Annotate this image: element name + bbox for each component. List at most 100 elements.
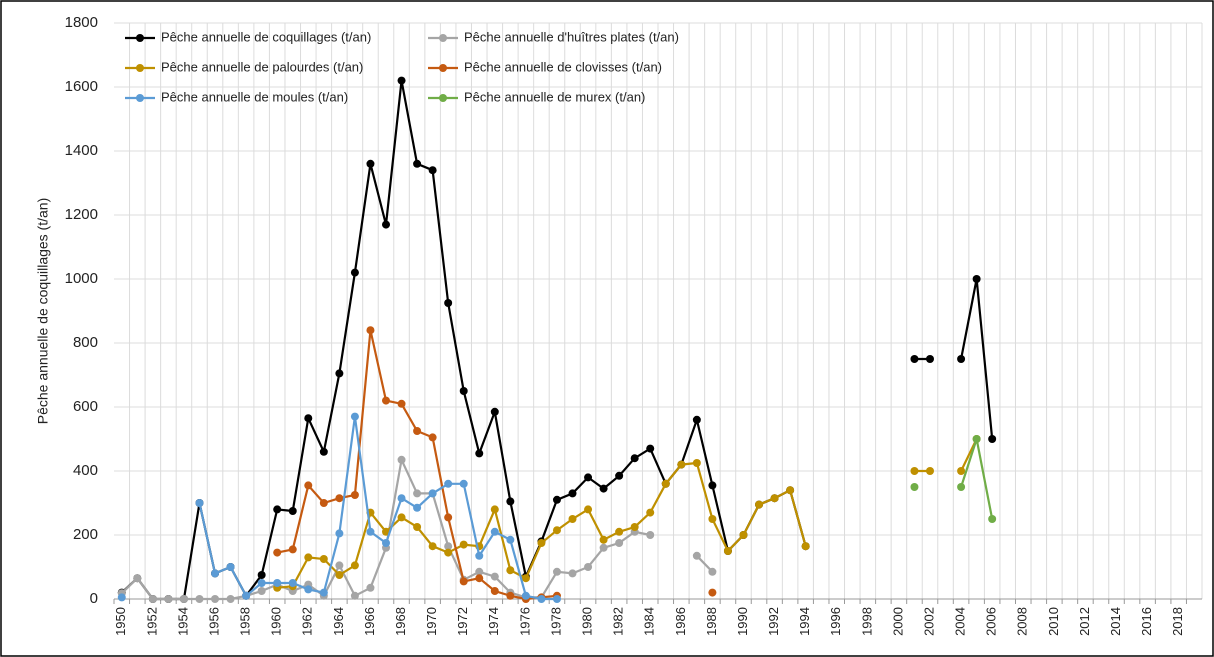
data-point xyxy=(506,591,515,600)
legend-label: Pêche annuelle de moules (t/an) xyxy=(161,89,348,104)
x-tick-label: 1958 xyxy=(238,607,253,636)
legend-label: Pêche annuelle de palourdes (t/an) xyxy=(161,59,363,74)
data-point xyxy=(770,494,779,503)
x-tick-label: 1986 xyxy=(673,607,688,636)
data-point xyxy=(801,542,810,551)
x-tick-label: 2010 xyxy=(1046,607,1061,636)
data-point xyxy=(366,583,375,592)
x-tick-label: 2002 xyxy=(921,607,936,636)
x-tick-label: 2012 xyxy=(1077,607,1092,636)
data-point xyxy=(428,542,437,551)
data-point xyxy=(257,571,266,579)
data-point xyxy=(692,459,701,467)
data-point xyxy=(739,531,748,539)
data-point xyxy=(475,574,484,583)
data-point xyxy=(475,567,484,576)
data-point xyxy=(630,523,639,531)
data-point xyxy=(335,369,344,378)
x-tick-label: 2008 xyxy=(1015,607,1030,636)
x-tick-label: 1988 xyxy=(704,607,719,636)
data-point xyxy=(988,515,997,523)
data-point xyxy=(211,595,220,603)
legend-marker xyxy=(439,34,447,42)
data-point xyxy=(350,268,359,277)
legend-marker xyxy=(136,94,144,102)
x-tick-label: 2004 xyxy=(953,607,968,636)
data-point xyxy=(972,435,981,443)
data-point xyxy=(319,555,328,563)
x-tick-label: 1962 xyxy=(300,607,315,636)
x-tick-label: 2000 xyxy=(890,607,905,636)
data-point xyxy=(444,542,453,551)
data-point xyxy=(413,503,422,512)
data-point xyxy=(319,447,328,456)
data-point xyxy=(692,551,701,560)
data-point xyxy=(599,484,608,493)
x-tick-label: 1994 xyxy=(797,607,812,636)
data-point xyxy=(304,553,313,562)
y-tick-label: 1600 xyxy=(65,78,98,95)
data-point xyxy=(677,460,686,469)
data-point xyxy=(490,407,499,416)
x-tick-label: 2006 xyxy=(984,607,999,636)
data-point xyxy=(382,539,390,547)
data-point xyxy=(630,454,639,463)
data-point xyxy=(506,566,515,575)
data-point xyxy=(397,494,406,503)
data-point xyxy=(910,355,919,363)
data-point xyxy=(428,489,437,498)
data-point xyxy=(366,326,375,335)
legend-marker xyxy=(439,94,447,102)
data-point xyxy=(537,595,546,603)
legend-label: Pêche annuelle de clovisses (t/an) xyxy=(464,59,662,74)
data-point xyxy=(397,455,406,464)
x-tick-label: 2018 xyxy=(1170,607,1185,636)
data-point xyxy=(459,540,468,549)
x-tick-label: 1970 xyxy=(424,607,439,636)
data-point xyxy=(552,567,561,576)
data-point xyxy=(692,415,701,424)
y-tick-label: 600 xyxy=(73,398,98,415)
x-tick-label: 1966 xyxy=(362,607,377,636)
x-tick-label: 1960 xyxy=(269,607,284,636)
data-point xyxy=(335,529,344,538)
data-point xyxy=(568,489,577,498)
x-tick-label: 1972 xyxy=(455,607,470,636)
data-point xyxy=(288,545,297,554)
data-point xyxy=(413,427,422,435)
data-point xyxy=(615,527,624,536)
y-tick-label: 0 xyxy=(90,590,98,607)
x-tick-label: 1982 xyxy=(611,607,626,636)
data-point xyxy=(910,467,919,475)
y-tick-label: 1200 xyxy=(65,206,98,223)
legend-label: Pêche annuelle de coquillages (t/an) xyxy=(161,29,371,44)
data-point xyxy=(972,275,981,283)
x-tick-label: 1984 xyxy=(642,607,657,636)
data-point xyxy=(506,497,515,506)
data-point xyxy=(708,588,717,597)
data-point xyxy=(926,355,934,363)
data-point xyxy=(257,579,266,587)
data-point xyxy=(926,467,934,475)
y-tick-label: 400 xyxy=(73,462,98,479)
x-tick-label: 1978 xyxy=(548,607,563,636)
data-point xyxy=(164,595,173,603)
data-point xyxy=(288,579,297,587)
y-tick-label: 1000 xyxy=(65,270,98,287)
data-point xyxy=(475,449,484,458)
data-point xyxy=(195,499,204,507)
data-point xyxy=(988,435,997,443)
data-point xyxy=(723,547,732,555)
data-point xyxy=(428,433,437,442)
data-point xyxy=(444,548,453,557)
y-tick-label: 1400 xyxy=(65,142,98,159)
x-tick-label: 2016 xyxy=(1139,607,1154,636)
x-tick-label: 1980 xyxy=(579,607,594,636)
data-point xyxy=(350,412,359,421)
x-tick-label: 1954 xyxy=(175,607,190,636)
data-point xyxy=(273,548,282,557)
data-point xyxy=(490,587,499,595)
data-point xyxy=(366,527,375,536)
data-point xyxy=(459,387,468,395)
